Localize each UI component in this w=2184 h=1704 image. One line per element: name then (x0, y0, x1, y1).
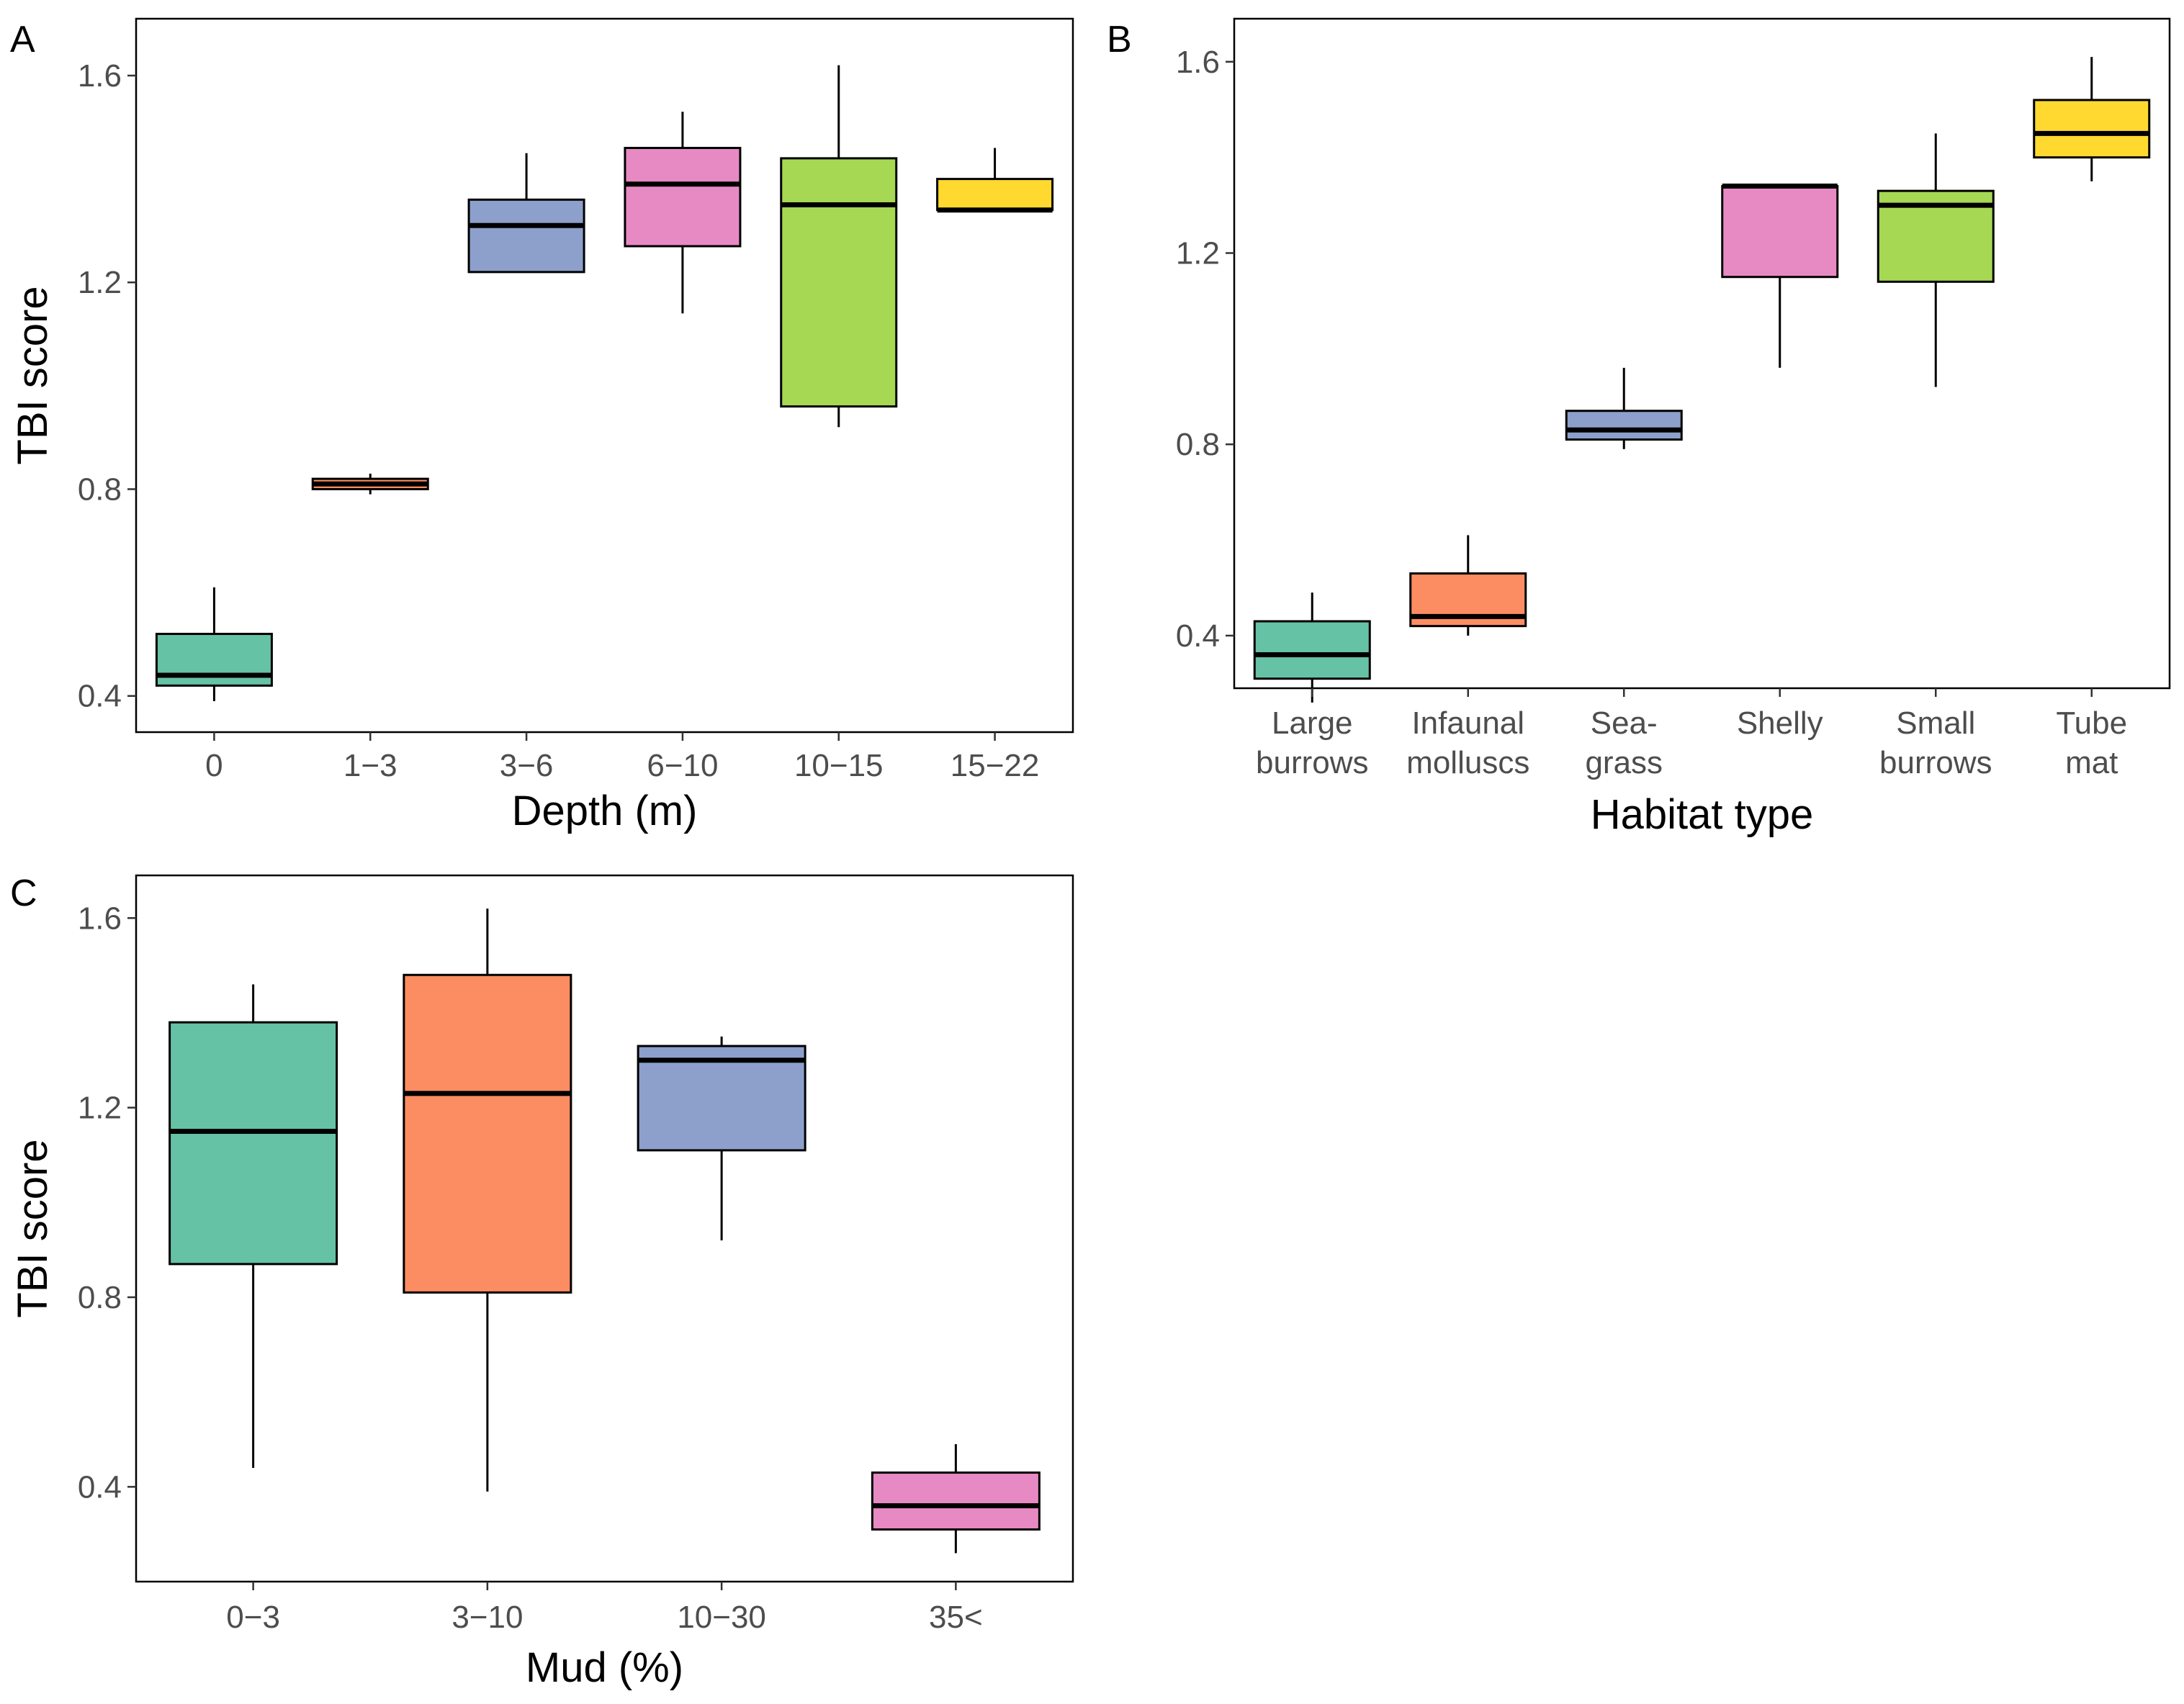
plot-frame (135, 17, 1074, 734)
box-body (637, 1045, 806, 1152)
y-tick-label: 0.4 (78, 679, 122, 714)
y-axis-title: TBI score (9, 286, 56, 464)
box-body (871, 1471, 1041, 1531)
y-tick-label: 0.4 (78, 1469, 122, 1505)
x-axis-title: Habitat type (1591, 791, 1814, 838)
box-body (467, 198, 585, 274)
x-tick-label: 3−6 (500, 748, 554, 783)
panel-A: A 0.4 0.8 1.2 1.6 0 1−3 3−6 6−10 10−15 15−22 Depth … (9, 17, 1074, 834)
box-3 (624, 112, 742, 314)
x-tick-label: Small burrows (1879, 706, 1992, 780)
box-0 (1253, 592, 1371, 703)
x-tick-label: 1−3 (343, 748, 397, 783)
x-tick-label: 0 (205, 748, 223, 783)
panel-letter: A (10, 19, 35, 60)
box-body (2033, 99, 2151, 159)
box-2 (1565, 367, 1683, 449)
box-5 (936, 148, 1054, 213)
plot-frame (135, 874, 1074, 1583)
y-tick-label: 1.6 (1176, 45, 1220, 80)
box-3 (1721, 184, 1839, 368)
x-tick-label: Infaunal molluscs (1406, 706, 1529, 780)
box-body (1721, 185, 1839, 279)
y-tick-label: 1.2 (78, 1091, 122, 1126)
box-1 (1409, 535, 1527, 636)
x-tick-label: Tube mat (2056, 706, 2127, 780)
box-body (1565, 410, 1683, 441)
x-axis-title: Mud (%) (526, 1644, 683, 1691)
y-tick-label: 0.8 (1176, 427, 1220, 462)
x-axis-title: Depth (m) (512, 788, 698, 834)
x-tick-label: Large burrows (1256, 706, 1369, 780)
x-tick-label: 15−22 (951, 748, 1040, 783)
box-body (155, 633, 273, 687)
box-0 (155, 587, 273, 701)
y-tick-label: 1.2 (78, 265, 122, 300)
y-axis-title: TBI score (9, 1139, 56, 1317)
panel-B: B 0.4 0.8 1.2 1.6 Large burrows Infaunal mollusc… (1107, 17, 2171, 838)
y-tick-label: 0.8 (78, 472, 122, 507)
box-4 (1877, 133, 1995, 387)
box-3 (871, 1444, 1041, 1554)
panel-letter: B (1107, 19, 1132, 60)
box-1 (403, 909, 572, 1492)
box-2 (637, 1036, 806, 1240)
box-4 (780, 65, 898, 428)
panel-letter: C (10, 873, 37, 914)
x-tick-label: Sea-grass (1585, 706, 1663, 780)
x-tick-label: 0−3 (226, 1600, 280, 1635)
box-body (168, 1021, 338, 1266)
y-tick-label: 1.6 (78, 58, 122, 94)
x-tick-label: 10−30 (677, 1600, 766, 1635)
x-tick-label: 3−10 (451, 1600, 523, 1635)
box-body (1253, 620, 1371, 680)
box-5 (2033, 57, 2151, 181)
x-tick-label: 6−10 (647, 748, 718, 783)
box-1 (311, 473, 429, 495)
box-body (624, 147, 742, 248)
box-body (403, 973, 572, 1294)
box-2 (467, 153, 585, 274)
y-tick-label: 1.6 (78, 901, 122, 936)
y-tick-label: 0.4 (1176, 618, 1220, 654)
y-tick-label: 1.2 (1176, 236, 1220, 271)
box-0 (168, 984, 338, 1468)
box-body (780, 157, 898, 408)
panel-C: C 0.4 0.8 1.2 1.6 0−3 3−10 10−30 35< Mud (%) TBI s… (9, 873, 1074, 1691)
box-body (936, 178, 1054, 212)
x-tick-label: Shelly (1737, 706, 1823, 741)
plot-frame (1233, 17, 2171, 690)
y-tick-label: 0.8 (78, 1280, 122, 1315)
x-tick-label: 10−15 (794, 748, 884, 783)
x-tick-label: 35< (929, 1600, 983, 1635)
